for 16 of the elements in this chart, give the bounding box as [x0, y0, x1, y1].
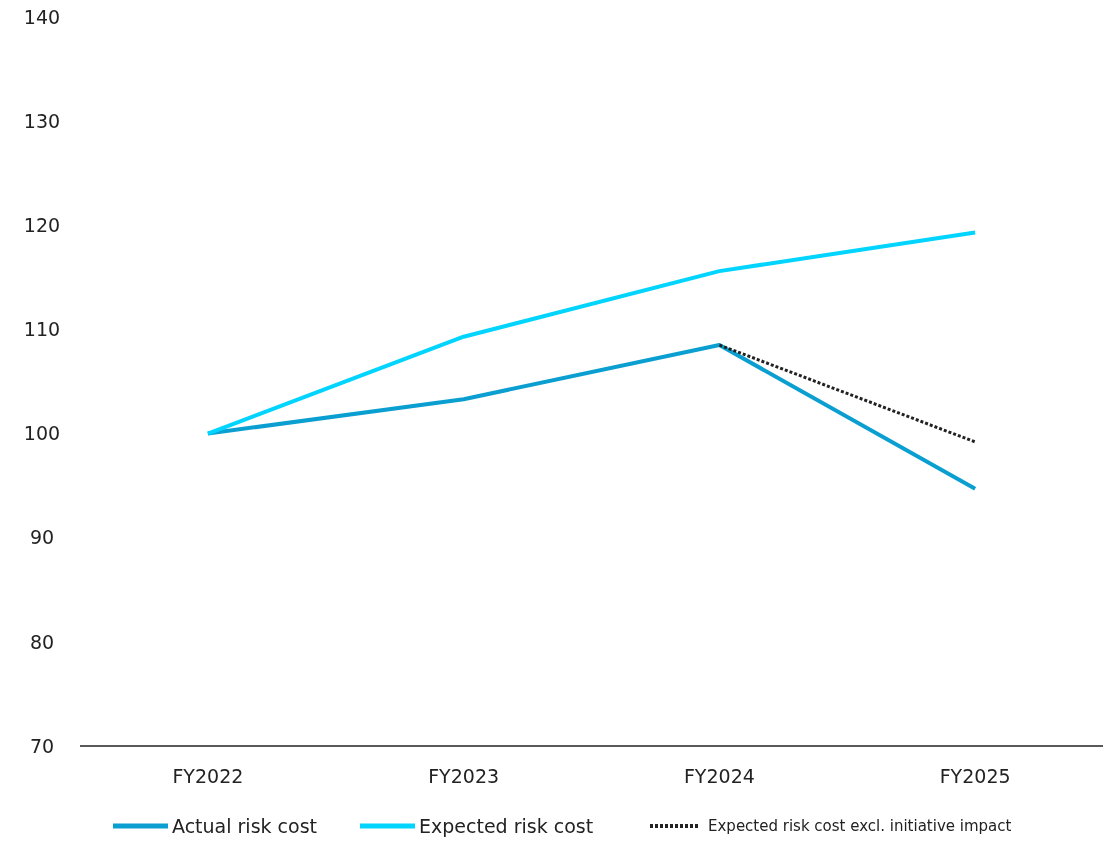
x-tick-label: FY2022 [172, 765, 244, 787]
x-tick-label: FY2024 [683, 765, 755, 787]
x-tick-label: FY2025 [939, 765, 1011, 787]
line-series [205, 230, 978, 436]
y-tick-label: 130 [23, 109, 61, 132]
x-tick-label: FY2023 [428, 765, 500, 787]
y-tick-label: 110 [23, 318, 61, 341]
y-tick-label: 80 [29, 630, 55, 653]
legend-label: Actual risk cost [172, 814, 318, 837]
legend-label: Expected risk cost excl. initiative impact [708, 817, 1012, 836]
y-tick-label: 90 [29, 526, 55, 549]
y-tick-label: 120 [23, 213, 61, 236]
y-tick-label: 100 [23, 422, 61, 445]
y-tick-label: 70 [29, 734, 55, 757]
y-tick-label: 140 [23, 5, 61, 28]
legend-label: Expected risk cost [419, 814, 594, 837]
